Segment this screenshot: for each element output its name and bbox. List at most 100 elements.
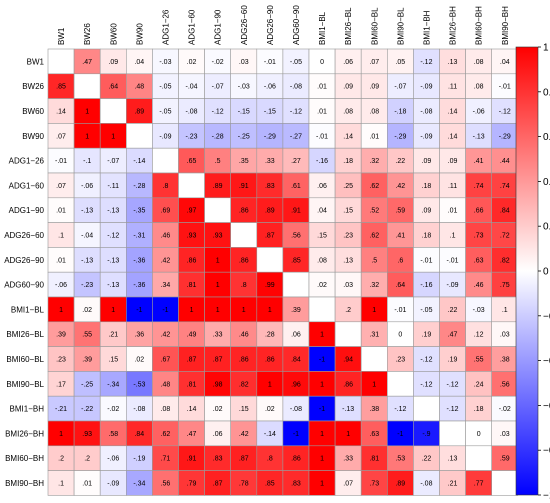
column-label: BMI26−BH: [449, 6, 458, 45]
cell-value-label: .73: [369, 481, 379, 488]
cell-value-label: .23: [395, 357, 405, 364]
heatmap-cell: [386, 395, 414, 422]
heatmap-cell: [360, 98, 388, 124]
heatmap-cell: [386, 346, 414, 372]
cell-value-label: .77: [474, 481, 484, 488]
heatmap-cell: [308, 296, 336, 323]
cell-value-label: .93: [82, 431, 92, 438]
heatmap-cell: [99, 420, 127, 447]
cell-value-label: -.15: [264, 109, 276, 116]
cell-value-label: .36: [134, 332, 144, 339]
cell-value-label: .01: [56, 208, 66, 215]
cell-value-label: .98: [213, 381, 223, 388]
cell-value-label: 0: [398, 332, 402, 339]
cell-value-label: .48: [134, 84, 144, 91]
heatmap-cell: [73, 420, 101, 447]
heatmap-cell: [491, 48, 519, 75]
heatmap-cell: [47, 420, 75, 447]
row-label: BW60: [22, 107, 44, 116]
heatmap-cell: [465, 147, 493, 174]
cell-value-label: .42: [161, 257, 171, 264]
cell-value-label: 1: [59, 307, 63, 314]
cell-value-label: 1: [346, 431, 350, 438]
heatmap-cell: [256, 48, 284, 75]
cell-value-label: .87: [213, 481, 223, 488]
cell-value-label: -.08: [133, 406, 145, 413]
cell-value-label: .15: [343, 208, 353, 215]
heatmap-cell: [360, 321, 388, 347]
cell-value-label: 1: [85, 133, 89, 140]
heatmap-cell: [178, 420, 205, 447]
heatmap-cell: [73, 321, 101, 347]
cell-value-label: -.01: [499, 84, 511, 91]
cell-value-label: .83: [213, 456, 223, 463]
cell-value-label: .25: [343, 183, 353, 190]
heatmap-cell: [308, 197, 336, 223]
cell-value-label: .89: [213, 183, 223, 190]
heatmap-cell: [152, 197, 179, 223]
cell-value-label: -.03: [238, 84, 250, 91]
cell-value-label: -1: [319, 406, 325, 413]
heatmap-cell: [99, 197, 127, 223]
heatmap-cell: [491, 98, 519, 124]
heatmap-cell: [126, 123, 153, 149]
cell-value-label: -.04: [186, 84, 198, 91]
cell-value-label: .1: [58, 481, 64, 488]
heatmap-cell: [491, 296, 519, 323]
cell-value-label: -.14: [264, 431, 276, 438]
heatmap-cell: [282, 222, 310, 248]
heatmap-cell: [126, 271, 153, 298]
cell-value-label: .87: [213, 357, 223, 364]
cell-value-label: .08: [369, 109, 379, 116]
heatmap-cell: [178, 123, 205, 149]
cell-value-label: -.13: [473, 133, 485, 140]
cell-value-label: -.12: [447, 381, 459, 388]
cell-value-label: 1: [111, 307, 115, 314]
cell-value-label: .85: [265, 481, 275, 488]
heatmap-cell: [99, 445, 127, 471]
cell-value-label: .04: [317, 208, 327, 215]
cell-value-label: .09: [369, 84, 379, 91]
heatmap-cell: [386, 147, 414, 174]
cell-value-label: .86: [291, 456, 301, 463]
cell-value-label: .2: [345, 307, 351, 314]
cell-value-label: .62: [369, 233, 379, 240]
heatmap-cell: [47, 395, 75, 422]
heatmap-cell: [465, 445, 493, 471]
heatmap-cells: [47, 48, 519, 496]
cell-value-label: .72: [500, 233, 510, 240]
cell-value-label: -.25: [238, 133, 250, 140]
cell-value-label: 1: [111, 133, 115, 140]
cell-value-label: .08: [317, 257, 327, 264]
heatmap-cell: [282, 147, 310, 174]
heatmap-cell: [282, 445, 310, 471]
heatmap-cell: [491, 147, 519, 174]
cell-value-label: .8: [163, 183, 169, 190]
heatmap-cell: [439, 321, 466, 347]
cell-value-label: .09: [422, 158, 432, 165]
cell-value-label: .74: [474, 183, 484, 190]
heatmap-cell: [465, 48, 493, 75]
cell-value-label: .84: [500, 208, 510, 215]
cell-value-label: .07: [343, 481, 353, 488]
heatmap-cell: [73, 346, 101, 372]
cell-value-label: .09: [448, 158, 458, 165]
cell-value-label: .32: [369, 282, 379, 289]
cell-value-label: .55: [82, 332, 92, 339]
cell-value-label: -.06: [473, 109, 485, 116]
cell-value-label: .44: [500, 158, 510, 165]
cell-value-label: .83: [265, 183, 275, 190]
cell-value-label: .91: [239, 183, 249, 190]
row-label: BMI60−BH: [5, 454, 44, 463]
heatmap-cell: [178, 98, 205, 124]
cell-value-label: .85: [291, 257, 301, 264]
heatmap-cell: [204, 321, 232, 347]
heatmap-cell: [230, 470, 258, 496]
heatmap-cell: [178, 346, 205, 372]
cell-value-label: .08: [161, 406, 171, 413]
cell-value-label: -.36: [133, 282, 145, 289]
row-label: BMI90−BH: [5, 479, 44, 488]
cell-value-label: .09: [108, 59, 118, 66]
heatmap-cell: [47, 222, 75, 248]
cell-value-label: -.07: [107, 158, 119, 165]
